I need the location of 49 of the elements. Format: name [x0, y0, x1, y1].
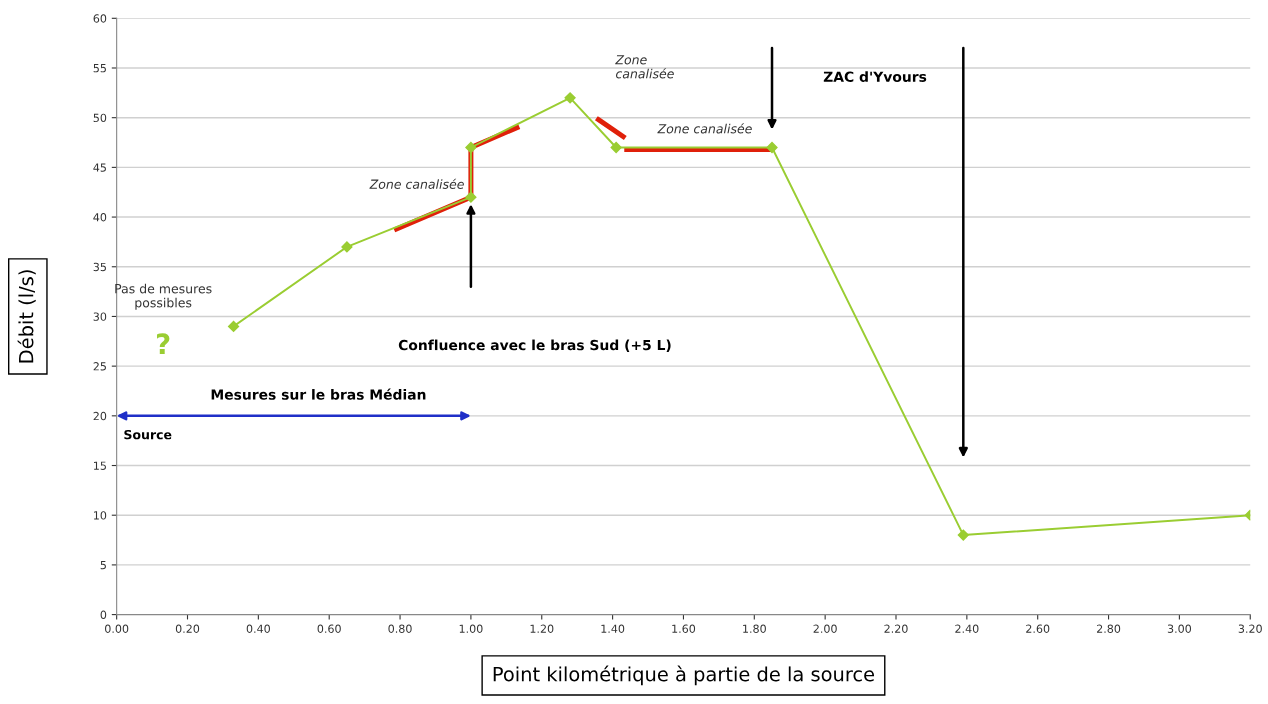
y-tick-label: 40: [93, 213, 107, 222]
y-axis-title: Débit (l/s): [17, 270, 36, 363]
x-tick-label: 2.40: [955, 624, 979, 633]
x-axis-title: Point kilométrique à partie de la source: [493, 665, 875, 686]
annotation: Zone canalisée: [657, 123, 752, 134]
y-tick-label: 55: [93, 64, 106, 73]
x-tick-label: 0.40: [246, 624, 270, 633]
x-tick-label: 2.00: [813, 624, 837, 633]
point: [957, 529, 969, 541]
y-tick-label: 15: [94, 461, 106, 470]
y-tick-label: 10: [94, 511, 107, 520]
annotation: ZAC d'Yvours: [823, 71, 927, 82]
x-tick-label: 0.80: [388, 624, 412, 633]
annotation: ?: [156, 333, 170, 354]
y-tick-label: 5: [100, 561, 106, 570]
y-tick-label: 0: [100, 610, 107, 619]
point: [227, 320, 240, 332]
point: [564, 92, 576, 104]
y-tick-label: 35: [93, 262, 106, 272]
y-tick-label: 20: [93, 411, 107, 421]
y-tick-label: 50: [93, 113, 107, 123]
point: [766, 141, 778, 154]
x-tick-label: 1.80: [743, 624, 766, 633]
point: [341, 241, 353, 253]
x-tick-label: 0.00: [105, 624, 129, 633]
x-tick-label: 2.80: [1096, 624, 1121, 633]
x-tick-label: 1.20: [530, 624, 554, 633]
x-tick-label: 0.20: [175, 624, 200, 633]
x-tick-label: 1.60: [672, 624, 696, 633]
x-tick-label: 3.20: [1238, 624, 1262, 633]
x-tick-label: 1.00: [459, 624, 483, 633]
annotation: Confluence avec le bras Sud (+5 L): [398, 339, 671, 352]
y-tick-label: 60: [93, 14, 107, 23]
annotation: Source: [124, 429, 172, 440]
annotation: Zone canalisée: [615, 55, 674, 79]
annotation: Mesures sur le bras Médian: [211, 388, 426, 400]
point: [610, 141, 622, 154]
y-tick-label: 25: [93, 362, 106, 371]
x-tick-label: 1.40: [601, 624, 625, 633]
annotation: Pas de mesures possibles: [115, 283, 212, 310]
x-tick-label: 2.60: [1026, 624, 1050, 633]
x-tick-label: 0.60: [317, 624, 341, 633]
x-tick-label: 2.20: [884, 624, 908, 633]
point: [465, 141, 477, 154]
x-tick-label: 3.00: [1167, 624, 1192, 633]
point: [465, 191, 477, 203]
annotation: Zone canalisée: [369, 178, 464, 189]
y-tick-label: 30: [93, 312, 107, 321]
y-tick-label: 45: [93, 163, 106, 172]
